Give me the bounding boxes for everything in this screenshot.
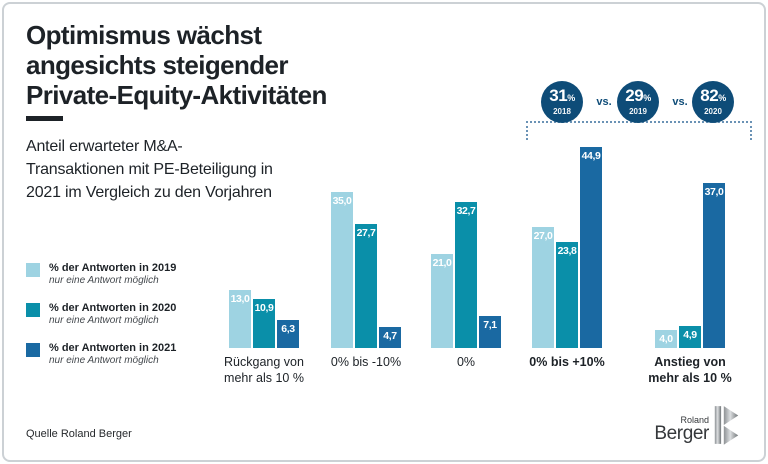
title-underline-dash [26, 116, 63, 121]
comparison-circle-2020: 82% 2020 [692, 81, 734, 123]
bar-series-1-cat-3: 21,0 [431, 254, 453, 348]
bar-series-3-cat-5: 37,0 [703, 183, 725, 348]
percent-sign: % [643, 93, 651, 103]
x-axis-label-5: Anstieg von mehr als 10 % [648, 355, 732, 385]
bar-value-label: 27,0 [533, 230, 553, 242]
subtitle-line-1: Anteil erwarteter M&A- [26, 138, 183, 155]
bar-value-label: 4,7 [383, 330, 397, 342]
bar-value-label: 10,9 [254, 302, 274, 314]
page-title: Optimismus wächst angesichts steigender … [26, 20, 327, 110]
bar-value-label: 13,0 [230, 293, 250, 305]
bar-series-2-cat-4: 23,8 [556, 242, 578, 348]
comparison-value: 31 [549, 86, 568, 105]
comparison-year: 2019 [629, 107, 647, 116]
bar-series-1-cat-5: 4,0 [655, 330, 677, 348]
bar-group-5: 4,0 4,9 37,0 [655, 138, 725, 348]
legend-item-2019: % der Antworten in 2019 nur eine Antwort… [26, 262, 176, 289]
roland-berger-logo: Roland Berger [654, 404, 740, 446]
bar-value-label: 27,7 [356, 227, 376, 239]
comparison-circle-2019: 29% 2019 [617, 81, 659, 123]
vs-label-2: vs. [672, 96, 688, 108]
vs-label-1: vs. [596, 96, 612, 108]
bar-value-label: 7,1 [483, 319, 497, 331]
legend-item-2020: % der Antworten in 2020 nur eine Antwort… [26, 302, 176, 329]
bar-value-label: 6,3 [281, 323, 295, 335]
bar-series-1-cat-4: 27,0 [532, 227, 554, 348]
bar-series-2-cat-3: 32,7 [455, 202, 477, 348]
legend-note: nur eine Antwort möglich [49, 275, 159, 286]
x-axis-labels: Rückgang von mehr als 10 % 0% bis -10% 0% 0%… [4, 354, 764, 394]
comparison-year: 2018 [553, 107, 571, 116]
bar-series-2-cat-2: 27,7 [355, 224, 377, 348]
x-axis-label-1: Rückgang von mehr als 10 % [224, 355, 304, 385]
x-axis-label-2: 0% bis -10% [330, 355, 402, 369]
bar-value-label: 32,7 [456, 205, 476, 217]
legend-note: nur eine Antwort möglich [49, 315, 159, 326]
legend-label: % der Antworten in 2021 [49, 342, 177, 354]
x-axis-label-3: 0% [456, 355, 476, 369]
percent-sign: % [567, 93, 575, 103]
bar-series-3-cat-1: 6,3 [277, 320, 299, 348]
comparison-value: 29 [625, 86, 644, 105]
logo-word-berger: Berger [654, 423, 709, 444]
bar-series-3-cat-4: 44,9 [580, 147, 602, 348]
source-note: Quelle Roland Berger [26, 428, 132, 440]
legend-swatch-2021 [26, 343, 40, 357]
comparison-value: 82 [700, 86, 719, 105]
bar-series-3-cat-2: 4,7 [379, 327, 401, 348]
legend-label: % der Antworten in 2020 [49, 302, 177, 314]
subtitle-line-2: Transaktionen mit PE-Beteiligung in [26, 161, 273, 178]
legend-note: nur eine Antwort möglich [49, 355, 159, 366]
chart-subtitle: Anteil erwarteter M&A- Transaktionen mit… [26, 135, 273, 204]
bar-group-1: 13,0 10,9 6,3 [229, 138, 299, 348]
bar-series-3-cat-3: 7,1 [479, 316, 501, 348]
roland-berger-b-icon [714, 406, 739, 445]
legend-swatch-2020 [26, 303, 40, 317]
legend-swatch-2019 [26, 263, 40, 277]
bar-value-label: 4,0 [659, 333, 673, 345]
comparison-circle-2018: 31% 2018 [541, 81, 583, 123]
legend-item-2021: % der Antworten in 2021 nur eine Antwort… [26, 342, 176, 369]
title-line-1: Optimismus wächst [26, 20, 262, 50]
comparison-bracket-right-tick [750, 121, 752, 140]
legend-label: % der Antworten in 2019 [49, 262, 177, 274]
bar-group-4: 27,0 23,8 44,9 [532, 138, 602, 348]
bar-series-2-cat-5: 4,9 [679, 326, 701, 348]
comparison-bracket-left-tick [526, 121, 528, 140]
bar-group-3: 21,0 32,7 7,1 [431, 138, 501, 348]
title-line-2: angesichts steigender [26, 50, 289, 80]
bar-chart: 13,0 10,9 6,3 35,0 27,7 4,7 21,0 32,7 7,1 27,0 23,… [224, 138, 764, 348]
bar-value-label: 37,0 [704, 186, 724, 198]
bar-series-1-cat-2: 35,0 [331, 192, 353, 348]
bar-value-label: 44,9 [581, 150, 601, 162]
subtitle-line-3: 2021 im Vergleich zu den Vorjahren [26, 184, 272, 201]
comparison-year: 2020 [704, 107, 722, 116]
title-line-3: Private-Equity-Aktivitäten [26, 80, 327, 110]
x-axis-label-4: 0% bis +10% [529, 355, 605, 369]
logo-word-roland: Roland [680, 415, 709, 425]
bar-value-label: 4,9 [683, 329, 697, 341]
percent-sign: % [718, 93, 726, 103]
bar-group-2: 35,0 27,7 4,7 [331, 138, 401, 348]
bar-value-label: 23,8 [557, 245, 577, 257]
bar-series-1-cat-1: 13,0 [229, 290, 251, 348]
bar-value-label: 21,0 [432, 257, 452, 269]
chart-legend: % der Antworten in 2019 nur eine Antwort… [26, 262, 176, 382]
bar-series-2-cat-1: 10,9 [253, 299, 275, 348]
bar-value-label: 35,0 [332, 195, 352, 207]
